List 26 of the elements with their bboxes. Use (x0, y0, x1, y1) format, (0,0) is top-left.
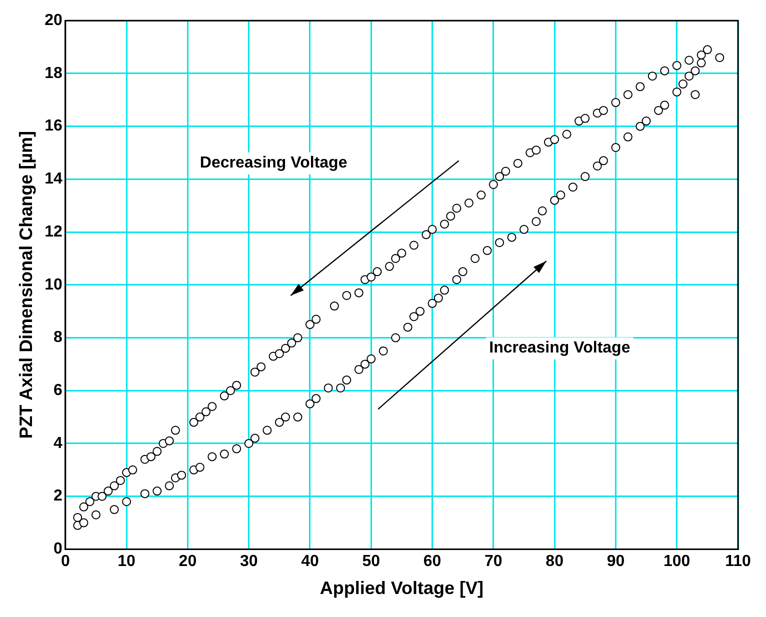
x-tick-label: 10 (118, 553, 136, 570)
y-tick-label: 16 (44, 118, 62, 135)
y-tick-label: 4 (53, 434, 62, 452)
x-tick-label: 20 (178, 553, 197, 570)
x-tick-label: 110 (725, 553, 752, 570)
y-tick-label: 6 (53, 382, 62, 400)
x-tick-label: 40 (301, 553, 319, 570)
y-axis-title: PZT Axial Dimensional Change [µm] (16, 131, 36, 439)
y-tick-label: 12 (44, 223, 62, 240)
x-tick-label: 90 (606, 553, 625, 570)
x-tick-label: 60 (423, 553, 442, 570)
y-tick-label: 20 (44, 12, 62, 30)
x-tick-label: 50 (362, 553, 380, 570)
x-tick-label: 70 (484, 553, 502, 570)
x-tick-label: 80 (546, 553, 564, 570)
x-tick-label: 100 (664, 553, 690, 570)
y-tick-label: 10 (44, 276, 62, 294)
y-tick-label: 8 (53, 329, 62, 346)
x-axis-title: Applied Voltage [V] (320, 578, 484, 598)
annotation: Increasing Voltage (489, 340, 630, 357)
annotation: Decreasing Voltage (200, 154, 348, 172)
y-tick-label: 0 (53, 540, 62, 558)
x-tick-label: 30 (240, 553, 258, 570)
y-tick-label: 18 (44, 64, 62, 82)
y-tick-label: 14 (44, 170, 62, 188)
y-tick-label: 2 (53, 488, 62, 505)
